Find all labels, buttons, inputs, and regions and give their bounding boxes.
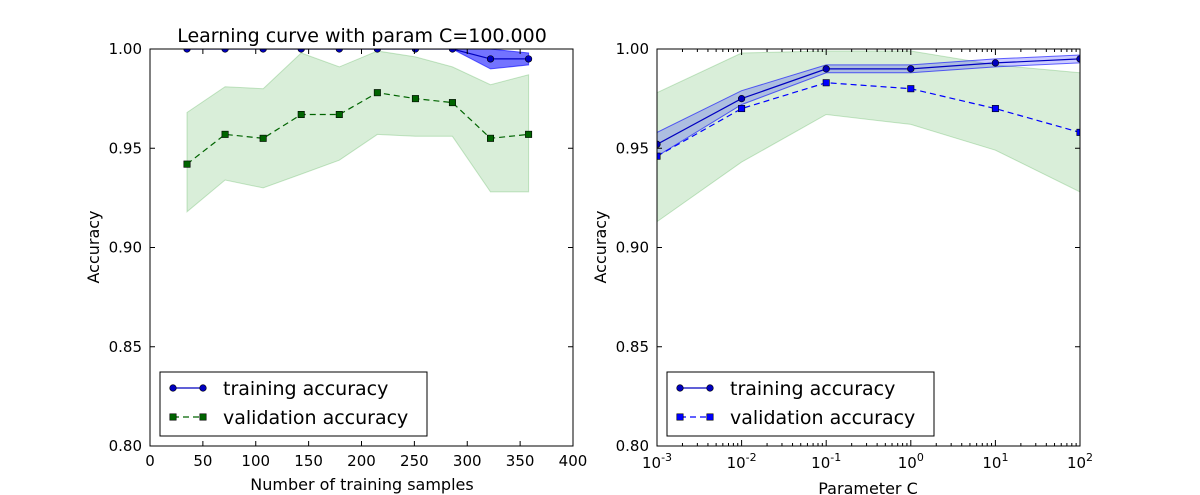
x-tick-label: 250 [400, 452, 429, 470]
x-tick-label: 10-2 [727, 451, 757, 472]
data-point [907, 85, 915, 93]
data-point [411, 95, 419, 103]
x-tick-label: 100 [898, 451, 924, 472]
data-point [487, 134, 495, 142]
legend-marker [676, 413, 684, 421]
legend-marker [199, 384, 207, 392]
y-tick-label: 0.80 [109, 437, 142, 455]
validation-band [186, 50, 530, 213]
data-point [738, 105, 746, 113]
data-point [907, 65, 915, 73]
data-point [991, 59, 1000, 67]
y-tick-label: 0.95 [109, 139, 142, 157]
legend-marker [169, 413, 177, 421]
legend-box [666, 371, 935, 437]
legend-marker [706, 384, 714, 392]
data-point [525, 130, 533, 138]
x-tick-label: 150 [294, 452, 323, 470]
x-tick-label: 101 [982, 451, 1008, 472]
legend: training accuracy validation accuracy [159, 371, 428, 437]
x-axis-label: Parameter C [818, 479, 918, 495]
y-axis-label: Accuracy [84, 210, 103, 283]
training-line [657, 58, 1080, 145]
y-axis-label: Accuracy [591, 210, 610, 283]
plot-area [657, 50, 1080, 223]
x-axis-label: Number of training samples [250, 475, 473, 494]
learning-curve-chart: Learning curve with param C=100.000 Numb… [84, 25, 587, 494]
data-point [737, 95, 746, 103]
legend-marker [169, 384, 177, 392]
legend-box [159, 371, 428, 437]
x-tick-label: 350 [506, 452, 535, 470]
training-line [187, 49, 529, 60]
data-point [259, 134, 267, 142]
data-point [373, 89, 381, 97]
data-point [991, 105, 999, 113]
legend-marker [706, 413, 714, 421]
x-tick-label: 200 [347, 452, 376, 470]
x-tick-label: 10-3 [642, 451, 672, 472]
x-tick-label: 50 [193, 452, 212, 470]
legend-label: training accuracy [223, 378, 388, 400]
data-point [448, 99, 456, 107]
data-point [335, 111, 343, 119]
legend-label: validation accuracy [223, 407, 408, 429]
validation-line [657, 82, 1080, 157]
x-tick-label: 100 [241, 452, 270, 470]
legend-label: validation accuracy [730, 407, 915, 429]
data-point [183, 160, 191, 168]
validation-line [186, 92, 529, 165]
x-tick-label: 10-1 [811, 451, 841, 472]
x-tick-label: 0 [145, 452, 155, 470]
data-point [822, 65, 830, 73]
y-tick-label: 0.85 [109, 338, 142, 356]
legend: training accuracy validation accuracy [666, 371, 935, 437]
y-tick-label: 0.85 [616, 338, 649, 356]
y-tick-label: 1.00 [109, 40, 142, 58]
y-tick-label: 0.90 [109, 239, 142, 257]
data-point [524, 55, 533, 63]
data-point [221, 130, 229, 138]
x-tick-label: 102 [1067, 451, 1093, 472]
legend-label: training accuracy [730, 378, 895, 400]
training-band [657, 54, 1080, 157]
x-tick-label: 400 [559, 452, 588, 470]
data-point [657, 152, 661, 160]
data-point [1076, 128, 1080, 136]
data-point [822, 79, 830, 87]
y-tick-label: 0.90 [616, 239, 649, 257]
validation-band [657, 50, 1080, 223]
y-tick-label: 1.00 [616, 40, 649, 58]
x-tick-label: 300 [453, 452, 482, 470]
data-point [486, 55, 495, 63]
legend-marker [199, 413, 207, 421]
data-point [297, 111, 305, 119]
plot-area [183, 49, 533, 213]
legend-marker [676, 384, 684, 392]
chart-title: Learning curve with param C=100.000 [177, 25, 547, 47]
y-tick-label: 0.95 [616, 139, 649, 157]
validation-curve-chart: Parameter C Accuracy 0.80 0.85 0.90 0.95 1.0… [591, 40, 1093, 495]
y-tick-label: 0.80 [616, 437, 649, 455]
